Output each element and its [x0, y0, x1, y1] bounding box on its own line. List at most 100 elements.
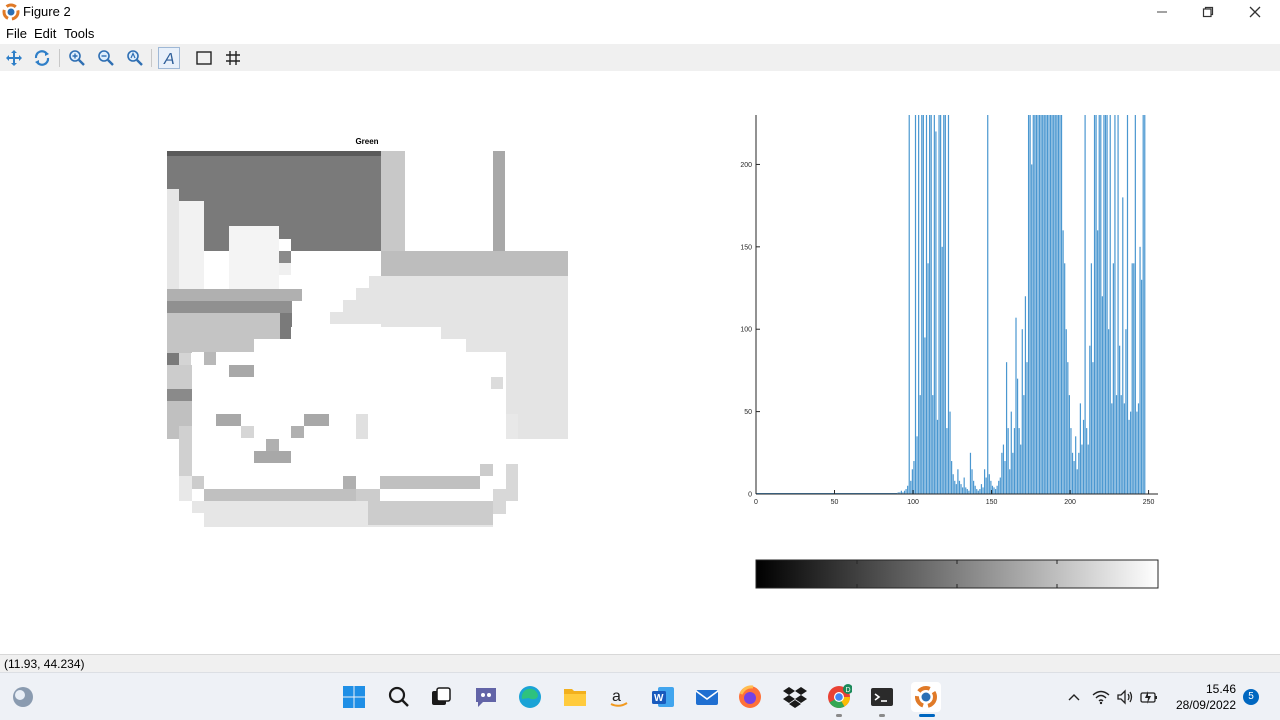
histogram-bar — [985, 477, 987, 494]
taskbar-amazon[interactable]: a — [604, 682, 634, 712]
histogram-bar — [1101, 296, 1103, 494]
restore-button[interactable] — [1185, 0, 1231, 24]
taskbar-dropbox[interactable] — [780, 682, 810, 712]
histogram-bar — [1045, 115, 1047, 494]
menu-file[interactable]: File — [6, 26, 27, 41]
histogram-bar — [1049, 115, 1052, 494]
green-channel-image — [167, 151, 568, 528]
tray-wifi[interactable] — [1091, 687, 1111, 707]
histogram-bar — [980, 484, 983, 494]
histogram-bar — [1090, 263, 1092, 494]
taskbar-firefox[interactable] — [735, 682, 765, 712]
image-panel[interactable]: Green — [167, 137, 568, 528]
histogram-bar — [1097, 230, 1099, 494]
histogram-bar — [1010, 411, 1012, 494]
histogram-bar — [1020, 444, 1022, 494]
colorbar[interactable] — [755, 559, 1159, 589]
dropbox-icon — [783, 687, 807, 708]
axes-box-button[interactable] — [193, 47, 215, 69]
octave-icon — [915, 686, 937, 708]
taskbar-chrome[interactable]: D — [824, 682, 854, 717]
histogram-bar — [1142, 115, 1144, 494]
histogram-bar — [1046, 115, 1049, 494]
text-tool-button[interactable]: A — [158, 47, 180, 69]
minimize-icon — [1157, 11, 1167, 13]
histogram-bar — [1032, 115, 1034, 494]
x-tick-label: 100 — [907, 499, 919, 506]
histogram-bar — [1106, 115, 1108, 494]
tray-volume[interactable] — [1115, 687, 1135, 707]
taskbar-start[interactable] — [339, 682, 369, 712]
taskbar-task-view[interactable] — [426, 682, 456, 712]
histogram-bar — [1112, 263, 1114, 494]
taskbar-edge[interactable] — [515, 682, 545, 712]
taskbar-octave[interactable] — [911, 682, 941, 717]
taskbar-search[interactable] — [384, 682, 414, 712]
taskbar-teams-chat[interactable] — [471, 682, 501, 712]
svg-text:A: A — [163, 51, 175, 67]
menu-tools[interactable]: Tools — [64, 26, 95, 41]
rotate-button[interactable] — [31, 47, 53, 69]
histogram-bar — [1071, 452, 1074, 494]
grid-button[interactable] — [222, 47, 244, 69]
histogram-bar — [1104, 115, 1107, 494]
histogram-bar — [930, 115, 932, 494]
amazon-icon: a — [610, 688, 628, 707]
histogram-bar — [1065, 329, 1067, 494]
histogram-bar — [954, 480, 956, 494]
taskbar-file-explorer[interactable] — [560, 682, 590, 712]
window-title: Figure 2 — [23, 4, 71, 19]
battery-charging-icon — [1140, 691, 1157, 704]
histogram-bar — [983, 469, 986, 494]
histogram-bar — [1133, 263, 1135, 494]
close-button[interactable] — [1232, 0, 1278, 24]
histogram-bar — [1068, 395, 1070, 494]
tray-battery[interactable] — [1139, 687, 1159, 707]
taskbar-clock[interactable]: 15.46 28/09/2022 — [1176, 681, 1236, 713]
histogram-bar — [913, 461, 915, 494]
notification-badge[interactable]: 5 — [1243, 689, 1259, 705]
pan-button[interactable] — [3, 47, 25, 69]
figure-canvas[interactable]: Green — [0, 71, 1280, 654]
teams-chat-icon — [476, 688, 496, 707]
histogram-bar — [987, 115, 989, 494]
histogram-bar — [936, 419, 939, 494]
histogram-bar — [1109, 115, 1111, 494]
taskbar-mail[interactable] — [692, 682, 722, 712]
histogram-bar — [1005, 362, 1008, 494]
histogram-bar — [1038, 115, 1041, 494]
histogram-bar — [977, 490, 979, 494]
histogram-axes[interactable]: 0 50 100 150 200 250 0 50 100 150 200 — [740, 115, 1158, 506]
histogram-bar — [1120, 395, 1122, 494]
histogram-bar — [908, 115, 910, 494]
histogram-ticks: 0 50 100 150 200 250 0 50 100 150 200 — [740, 162, 1154, 506]
histogram-bar — [1117, 115, 1119, 494]
running-indicator-active — [919, 714, 935, 717]
minimize-button[interactable] — [1139, 0, 1185, 24]
grid-icon — [226, 51, 240, 65]
histogram-bar — [955, 484, 957, 494]
menu-edit[interactable]: Edit — [34, 26, 57, 41]
zoom-in-icon — [69, 50, 85, 66]
histogram-bar — [1123, 403, 1125, 494]
zoom-in-button[interactable] — [66, 47, 88, 69]
taskbar-word[interactable]: W — [648, 682, 678, 712]
histogram-bar — [921, 115, 923, 494]
zoom-out-button[interactable] — [95, 47, 117, 69]
figure-toolbar: A — [0, 44, 1280, 71]
histogram-bar — [1119, 345, 1121, 494]
clock-time: 15.46 — [1205, 682, 1236, 696]
taskbar-terminal[interactable] — [867, 682, 897, 717]
y-tick-label: 150 — [740, 244, 752, 251]
histogram-bar — [1111, 403, 1113, 494]
histogram-bar — [1009, 469, 1011, 494]
tray-overflow-button[interactable] — [1064, 687, 1084, 707]
histogram-bar — [1021, 329, 1023, 494]
histogram-bar — [916, 436, 918, 494]
histogram-bar — [1137, 403, 1140, 494]
weather-widget[interactable] — [8, 682, 38, 712]
zoom-reset-button[interactable] — [124, 47, 146, 69]
axes-box-icon — [196, 51, 212, 65]
histogram-bar — [1026, 362, 1028, 494]
histogram-bar — [1122, 197, 1124, 494]
